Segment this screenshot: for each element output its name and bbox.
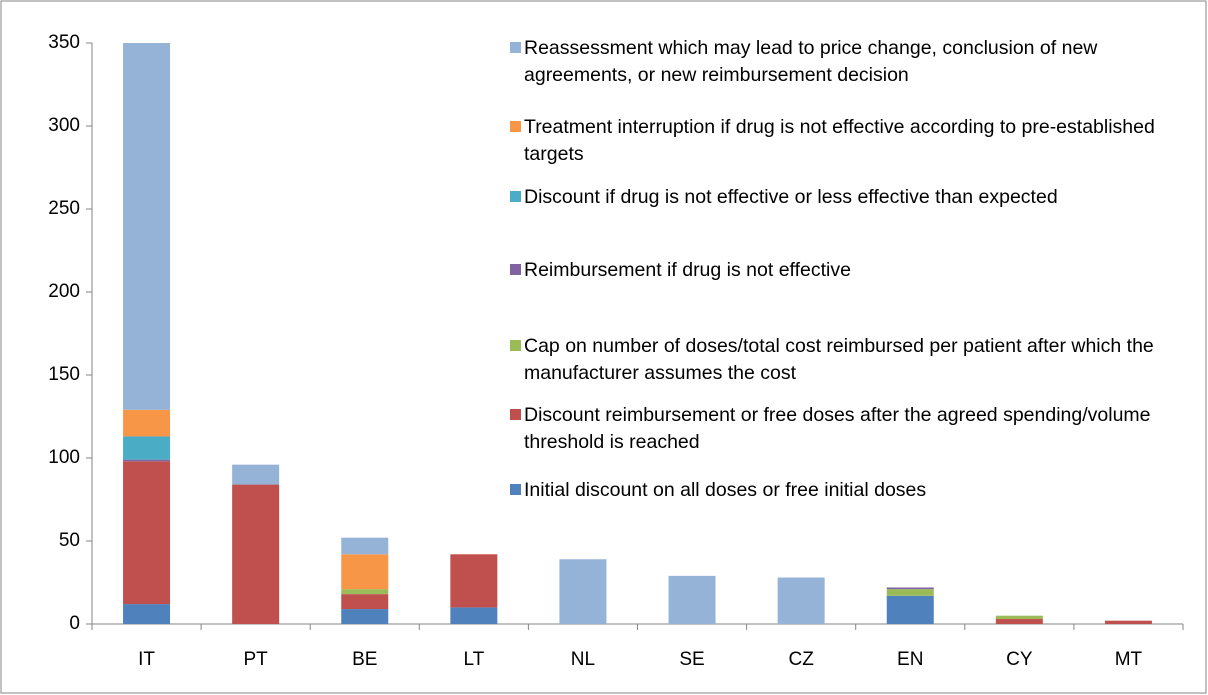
bar-segment bbox=[450, 607, 498, 624]
x-tick-label: EN bbox=[897, 649, 923, 670]
x-tick-label: PT bbox=[244, 649, 269, 670]
bar-segment bbox=[123, 43, 171, 410]
y-tick-label: 200 bbox=[48, 281, 80, 302]
bar-segment bbox=[123, 459, 171, 462]
legend-swatch bbox=[510, 42, 521, 53]
legend-label: Cap on number of doses/total cost reimbu… bbox=[524, 335, 1154, 384]
y-tick-label: 150 bbox=[48, 364, 80, 385]
legend-swatch bbox=[510, 409, 521, 420]
y-tick-label: 300 bbox=[48, 115, 80, 136]
bar-segment bbox=[886, 595, 934, 624]
legend-swatch bbox=[510, 264, 521, 275]
x-tick-label: SE bbox=[679, 649, 704, 670]
bar-segment bbox=[232, 484, 280, 624]
bar-segment bbox=[123, 604, 171, 624]
y-tick-label: 50 bbox=[59, 530, 80, 551]
x-tick-label: BE bbox=[352, 649, 377, 670]
legend-swatch bbox=[510, 121, 521, 132]
bar-segment bbox=[123, 436, 171, 460]
legend-swatch bbox=[510, 340, 521, 351]
bar-segment bbox=[886, 589, 934, 596]
y-tick-label: 250 bbox=[48, 198, 80, 219]
y-tick-label: 100 bbox=[48, 447, 80, 468]
y-tick-label: 350 bbox=[48, 32, 80, 53]
bar-segment bbox=[123, 461, 171, 605]
legend-label: Discount reimbursement or free doses aft… bbox=[524, 404, 1151, 453]
y-tick-label: 0 bbox=[69, 613, 80, 634]
bar-segment bbox=[450, 554, 498, 608]
legend-swatch bbox=[510, 191, 521, 202]
bar-segment bbox=[995, 619, 1043, 624]
bar-segment bbox=[1104, 620, 1152, 624]
x-tick-label: MT bbox=[1115, 649, 1143, 670]
x-tick-label: NL bbox=[571, 649, 595, 670]
bar-segment bbox=[995, 615, 1043, 620]
bar-segment bbox=[341, 609, 389, 624]
x-tick-label: IT bbox=[138, 649, 155, 670]
bar-segment bbox=[341, 554, 389, 590]
bar-segment bbox=[777, 577, 825, 624]
bar-segment bbox=[341, 589, 389, 595]
legend-label: Discount if drug is not effective or les… bbox=[524, 186, 1058, 208]
bar-segment bbox=[559, 559, 607, 624]
bar-segment bbox=[341, 594, 389, 610]
legend-label: Reassessment which may lead to price cha… bbox=[524, 37, 1098, 86]
bar-segment bbox=[668, 575, 716, 624]
bar-segment bbox=[123, 409, 171, 437]
legend-label: Reimbursement if drug is not effective bbox=[524, 259, 851, 281]
x-tick-label: CY bbox=[1006, 649, 1033, 670]
x-tick-label: LT bbox=[463, 649, 484, 670]
bar-segment bbox=[232, 464, 280, 485]
x-tick-label: CZ bbox=[788, 649, 814, 670]
legend-label: Initial discount on all doses or free in… bbox=[524, 479, 927, 501]
bar-segment bbox=[341, 537, 389, 555]
legend-label: Treatment interruption if drug is not ef… bbox=[524, 116, 1155, 165]
bar-segment bbox=[886, 587, 934, 590]
legend-swatch bbox=[510, 484, 521, 495]
